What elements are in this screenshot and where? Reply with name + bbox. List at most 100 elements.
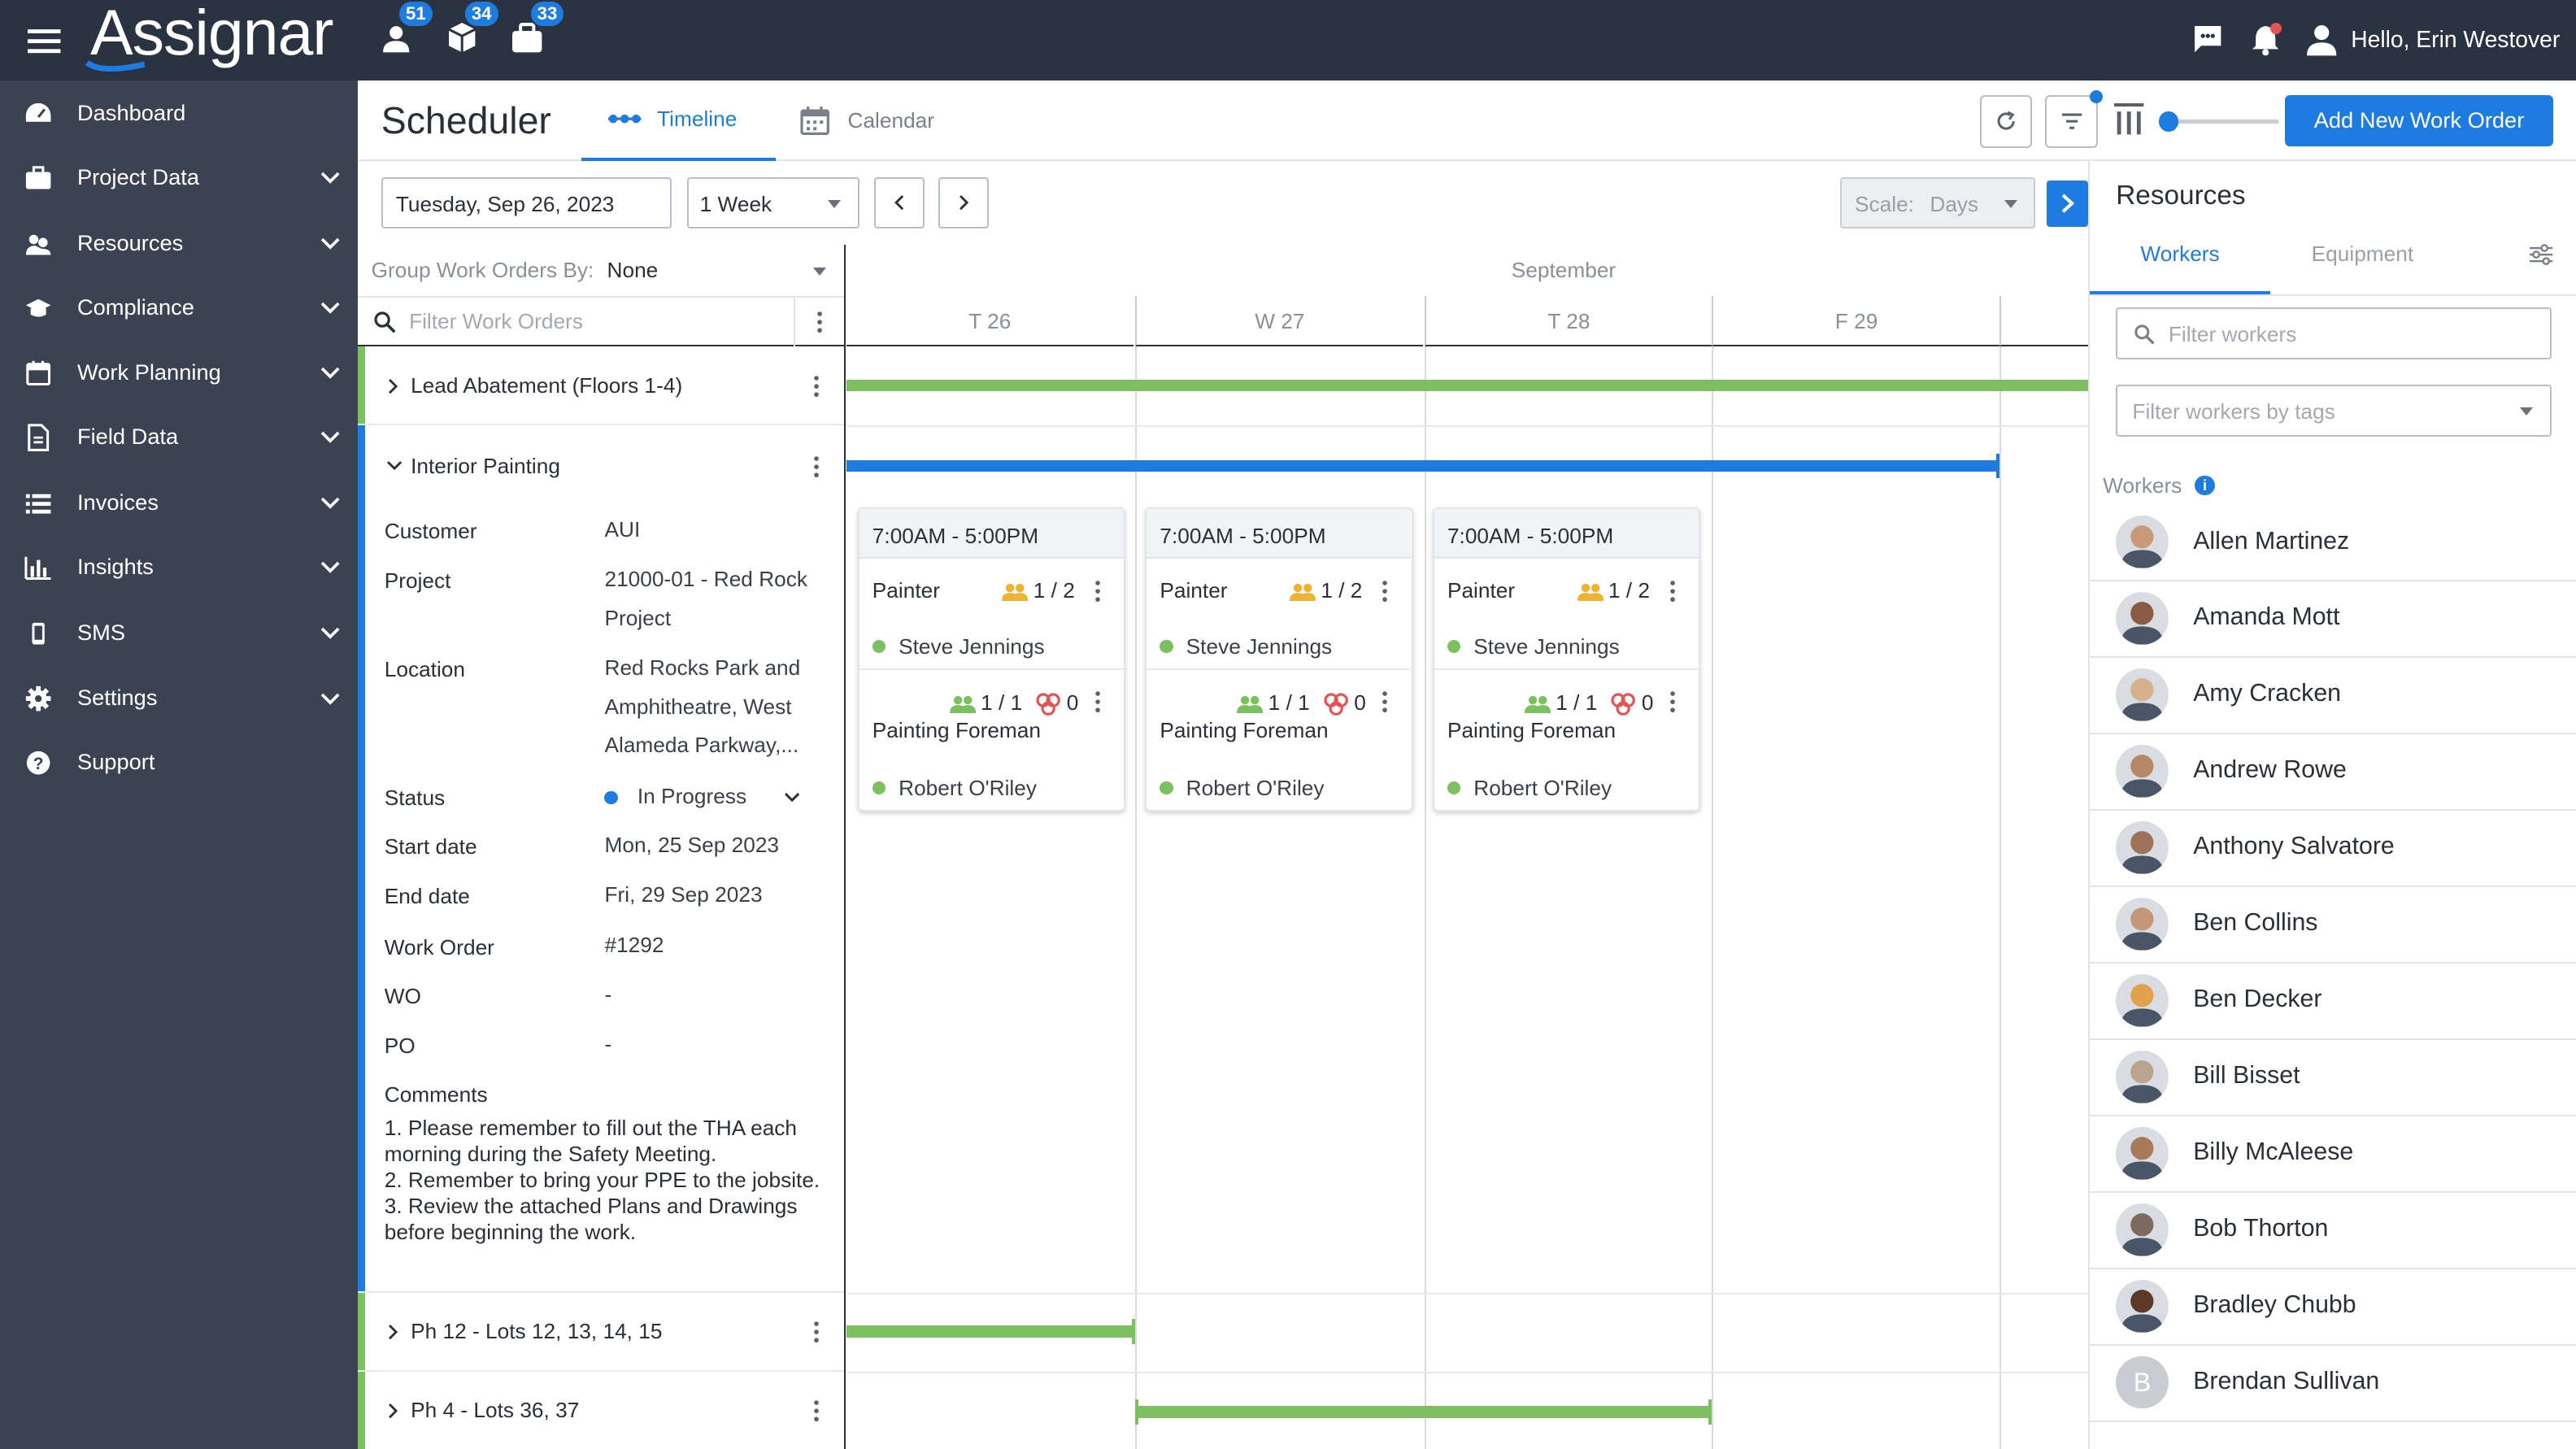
assigned-worker[interactable]: Steve Jennings bbox=[872, 634, 1045, 659]
tab-equipment[interactable]: Equipment bbox=[2312, 242, 2414, 267]
work-order-row[interactable]: Lead Abatement (Floors 1-4) bbox=[358, 346, 845, 426]
more-options-icon[interactable] bbox=[813, 375, 820, 398]
worker-row[interactable]: Billy McAleese bbox=[2089, 1116, 2576, 1193]
worker-name: Robert O'Riley bbox=[1186, 775, 1325, 800]
work-order-timeline-bar[interactable] bbox=[846, 1325, 1136, 1338]
filter-workers-input[interactable]: Filter workers bbox=[2116, 307, 2552, 360]
work-order-row[interactable]: Ph 12 - Lots 12, 13, 14, 15 bbox=[358, 1293, 845, 1372]
role-count: 1 / 1 0 bbox=[1524, 690, 1653, 716]
expand-resources-button[interactable] bbox=[2047, 181, 2088, 227]
date-picker-input[interactable]: Tuesday, Sep 26, 2023 bbox=[381, 177, 672, 228]
more-options-icon[interactable] bbox=[813, 455, 820, 478]
worker-row[interactable]: Amy Cracken bbox=[2089, 657, 2576, 735]
day-divider bbox=[1424, 346, 1426, 1449]
sidebar-item-field-data[interactable]: Field Data bbox=[0, 407, 358, 467]
more-options-icon[interactable] bbox=[1094, 690, 1101, 713]
add-new-work-order-button[interactable]: Add New Work Order bbox=[2285, 95, 2553, 146]
status-select[interactable]: In Progress bbox=[604, 777, 818, 816]
sidebar-item-project-data[interactable]: Project Data bbox=[0, 148, 358, 207]
columns-icon[interactable] bbox=[2113, 102, 2145, 137]
work-order-timeline-bar[interactable] bbox=[1135, 1406, 1712, 1418]
assigned-worker[interactable]: Steve Jennings bbox=[1160, 634, 1332, 659]
work-order-timeline-bar[interactable] bbox=[846, 379, 2088, 391]
next-period-button[interactable] bbox=[938, 177, 990, 228]
range-select-value: 1 Week bbox=[699, 192, 772, 217]
user-icon[interactable] bbox=[2304, 21, 2339, 57]
more-options-icon[interactable] bbox=[1094, 580, 1101, 603]
chevron-right-icon[interactable] bbox=[385, 376, 401, 396]
filter-work-orders-input[interactable]: Filter Work Orders bbox=[409, 308, 583, 333]
worker-row[interactable]: Ben Decker bbox=[2089, 963, 2576, 1040]
info-icon[interactable]: i bbox=[2195, 476, 2215, 496]
sidebar-item-sms[interactable]: SMS bbox=[0, 603, 358, 662]
chevron-right-icon[interactable] bbox=[385, 1401, 401, 1421]
zoom-slider-track[interactable] bbox=[2166, 120, 2279, 124]
worker-row[interactable]: B Brendan Sullivan bbox=[2089, 1345, 2576, 1422]
chevron-down-icon[interactable] bbox=[385, 455, 404, 475]
tab-timeline[interactable]: Timeline bbox=[581, 80, 776, 161]
more-options-icon[interactable] bbox=[1669, 580, 1676, 603]
worker-row[interactable]: Andrew Rowe bbox=[2089, 733, 2576, 812]
sidebar-item-invoices[interactable]: Invoices bbox=[0, 473, 358, 533]
worker-row[interactable]: Amanda Mott bbox=[2089, 581, 2576, 659]
more-options-icon[interactable] bbox=[1669, 690, 1676, 713]
timeline-grid[interactable]: September T 26 W 27 T 28 F 29 7:00AM - 5… bbox=[846, 245, 2088, 1449]
scale-select[interactable]: Scale: Days bbox=[1839, 177, 2036, 228]
sidebar-item-resources[interactable]: Resources bbox=[0, 214, 358, 273]
sidebar: Dashboard Project Data Resources Complia… bbox=[0, 80, 359, 1449]
group-by-select[interactable]: Group Work Orders By: None bbox=[372, 258, 659, 283]
zoom-slider-handle[interactable] bbox=[2158, 111, 2179, 132]
tab-calendar[interactable]: Calendar bbox=[798, 80, 934, 161]
app-logo[interactable]: Assignar bbox=[90, 0, 333, 68]
shift-card[interactable]: 7:00AM - 5:00PM Painter 1 / 2 Steve Jenn… bbox=[857, 507, 1125, 812]
tab-workers[interactable]: Workers bbox=[2089, 242, 2271, 294]
chat-icon[interactable] bbox=[2190, 21, 2226, 57]
more-options-icon[interactable] bbox=[816, 311, 823, 333]
sidebar-item-dashboard[interactable]: Dashboard bbox=[0, 84, 358, 143]
menu-icon[interactable] bbox=[23, 20, 66, 63]
range-select[interactable]: 1 Week bbox=[686, 177, 859, 228]
worker-row[interactable]: Anthony Salvatore bbox=[2089, 810, 2576, 887]
briefcase-icon[interactable]: 33 bbox=[509, 0, 566, 59]
work-order-timeline-bar[interactable] bbox=[846, 459, 1999, 472]
user-greeting[interactable]: Hello, Erin Westover bbox=[2351, 26, 2561, 53]
worker-row[interactable]: Bill Bisset bbox=[2089, 1039, 2576, 1116]
worker-row[interactable]: Bradley Chubb bbox=[2089, 1268, 2576, 1346]
worker-row[interactable]: Ben Collins bbox=[2089, 886, 2576, 964]
end-date-value: Fri, 29 Sep 2023 bbox=[604, 881, 763, 907]
filter-settings-icon[interactable] bbox=[2528, 243, 2554, 266]
timeline-bar-end-marker bbox=[1708, 1399, 1712, 1425]
sidebar-item-settings[interactable]: Settings bbox=[0, 668, 358, 728]
people-icon[interactable]: 51 bbox=[378, 0, 434, 59]
more-options-icon[interactable] bbox=[813, 1399, 820, 1422]
assigned-worker[interactable]: Robert O'Riley bbox=[872, 776, 1037, 801]
worker-row[interactable]: Bob Thorton bbox=[2089, 1192, 2576, 1269]
worker-name: Steve Jennings bbox=[1473, 633, 1620, 659]
assigned-worker[interactable]: Steve Jennings bbox=[1447, 634, 1620, 659]
notifications-icon[interactable] bbox=[2247, 21, 2283, 57]
filter-workers-by-tags-select[interactable]: Filter workers by tags bbox=[2116, 384, 2552, 437]
asset-box-icon[interactable]: 34 bbox=[444, 0, 500, 59]
more-options-icon[interactable] bbox=[1382, 580, 1388, 603]
worker-row[interactable]: Allen Martinez bbox=[2089, 504, 2576, 582]
shift-card[interactable]: 7:00AM - 5:00PM Painter 1 / 2 Steve Jenn… bbox=[1432, 507, 1701, 812]
assigned-worker[interactable]: Robert O'Riley bbox=[1160, 775, 1325, 801]
assigned-worker[interactable]: Robert O'Riley bbox=[1447, 776, 1612, 801]
sidebar-item-work-planning[interactable]: Work Planning bbox=[0, 343, 358, 402]
refresh-button[interactable] bbox=[1979, 95, 2033, 148]
sidebar-item-compliance[interactable]: Compliance bbox=[0, 277, 358, 337]
shift-card[interactable]: 7:00AM - 5:00PM Painter 1 / 2 Steve Jenn… bbox=[1145, 507, 1413, 812]
sidebar-item-insights[interactable]: Insights bbox=[0, 537, 358, 597]
comment-line: 2. Remember to bring your PPE to the job… bbox=[384, 1167, 820, 1192]
work-order-row[interactable]: Ph 4 - Lots 36, 37 bbox=[358, 1372, 844, 1449]
more-options-icon[interactable] bbox=[813, 1321, 820, 1343]
previous-period-button[interactable] bbox=[873, 177, 925, 228]
sidebar-item-support[interactable]: ? Support bbox=[0, 733, 358, 792]
filter-button[interactable] bbox=[2045, 90, 2104, 148]
caret-down-icon[interactable] bbox=[813, 268, 827, 276]
day-header: W 27 bbox=[1135, 295, 1423, 347]
chevron-right-icon[interactable] bbox=[385, 1322, 401, 1342]
calendar-icon bbox=[800, 107, 829, 136]
work-order-row-expanded[interactable]: Interior Painting Customer AUI Project 2… bbox=[358, 425, 845, 1294]
more-options-icon[interactable] bbox=[1382, 690, 1388, 713]
